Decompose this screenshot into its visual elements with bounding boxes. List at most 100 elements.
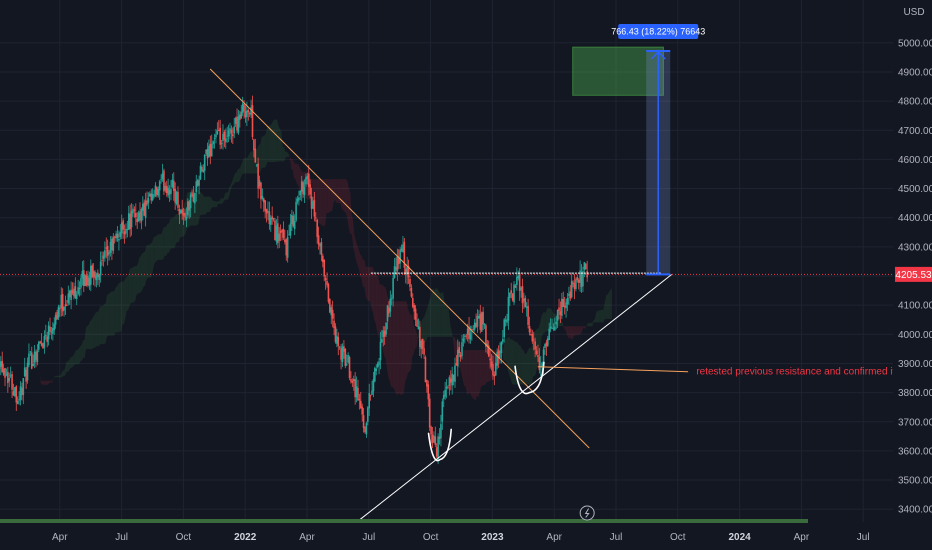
candle-body (229, 128, 231, 131)
candle-body (267, 210, 269, 213)
candle-body (167, 187, 169, 196)
candle-body (80, 278, 82, 288)
candle-body (11, 374, 13, 390)
cloud-segment (579, 326, 581, 335)
drawings[interactable]: retested previous resistance and confirm… (209, 68, 932, 523)
candle-body (393, 266, 396, 279)
candle-body (575, 279, 577, 290)
cloud-segment (332, 179, 334, 211)
cloud-segment (372, 267, 375, 321)
cup-left-drawing[interactable] (427, 428, 452, 462)
candle-body (203, 154, 206, 171)
cloud-segment (121, 281, 123, 332)
candle-body (487, 345, 490, 357)
candle-body (269, 217, 272, 225)
candle-body (383, 330, 386, 337)
cloud-segment (326, 179, 328, 214)
candle-body (50, 331, 53, 333)
cloud-segment (268, 125, 271, 162)
candle-body (350, 379, 352, 382)
cloud-segment (360, 254, 362, 280)
uptrend-line[interactable] (356, 274, 672, 523)
cloud-segment (589, 322, 591, 327)
target-zone (0, 46, 893, 275)
candle-body (215, 134, 217, 138)
candle-body (278, 233, 281, 241)
candle-body (177, 191, 179, 208)
candle-body (70, 289, 72, 301)
candle-body (410, 287, 413, 297)
cloud-segment (102, 304, 105, 345)
candle-body (61, 293, 64, 312)
candle-body (257, 163, 259, 189)
annotation-text[interactable]: retested previous resistance and confirm… (696, 367, 932, 378)
cloud-segment (282, 147, 285, 162)
cloud-segment (315, 179, 317, 220)
cloud-segment (341, 179, 344, 211)
cloud-segment (526, 351, 528, 385)
x-tick-label: Jul (115, 532, 128, 543)
cloud-segment (85, 325, 88, 350)
ichimoku-cloud (28, 119, 612, 401)
candle-body (119, 232, 122, 238)
cloud-segment (438, 291, 441, 337)
candle-body (299, 191, 302, 196)
candle-body (416, 319, 418, 327)
candle-body (150, 193, 153, 201)
cloud-segment (590, 322, 593, 327)
candle-body (35, 351, 37, 360)
cloud-segment (270, 123, 272, 162)
cloud-segment (478, 350, 480, 398)
cloud-segment (208, 196, 210, 212)
cloud-segment (599, 309, 601, 323)
candle-body (137, 212, 140, 222)
cloud-segment (202, 194, 205, 215)
cloud-segment (119, 281, 122, 332)
x-tick-label: Apr (546, 532, 562, 543)
candle-body (572, 282, 574, 284)
cloud-segment (289, 156, 292, 170)
cloud-segment (429, 298, 431, 337)
candle-body (340, 348, 342, 360)
candle-body (447, 386, 449, 388)
cloud-segment (50, 380, 53, 383)
y-tick-label: 3600.00 (898, 446, 932, 457)
cloud-segment (287, 152, 289, 158)
cloud-segment (415, 328, 417, 349)
candle-body (442, 395, 445, 399)
cloud-segment (180, 208, 182, 238)
candle-body (551, 327, 553, 329)
cloud-segment (378, 277, 380, 345)
cloud-segment (215, 201, 217, 208)
candle-body (396, 256, 399, 272)
candle-body (490, 361, 493, 367)
cloud-segment (160, 233, 162, 260)
candle-body (468, 326, 470, 339)
candle-body (156, 187, 158, 195)
candle-body (435, 447, 438, 457)
candle-body (142, 203, 144, 211)
cup-right-drawing[interactable] (514, 361, 545, 395)
cloud-segment (261, 136, 264, 168)
candle-body (115, 233, 117, 239)
cloud-segment (542, 312, 545, 334)
candle-body (67, 293, 70, 304)
cloud-segment (580, 326, 583, 334)
candle-body (378, 361, 380, 366)
candle-body (54, 314, 57, 325)
candle-body (478, 315, 480, 319)
downtrend-line[interactable] (209, 68, 590, 449)
target-zone-box[interactable] (572, 46, 664, 96)
cloud-segment (49, 380, 51, 383)
candle-body (343, 346, 345, 352)
cloud-segment (430, 289, 432, 337)
cloud-segment (139, 256, 141, 294)
cloud-segment (222, 198, 224, 204)
measure-tool[interactable]: 766.43 (18.22%) 76643 (611, 23, 705, 276)
candle-body (506, 319, 508, 323)
x-tick-label: Jul (362, 532, 375, 543)
cloud-segment (426, 306, 428, 342)
cloud-segment (242, 158, 244, 175)
cloud-segment (223, 192, 226, 202)
